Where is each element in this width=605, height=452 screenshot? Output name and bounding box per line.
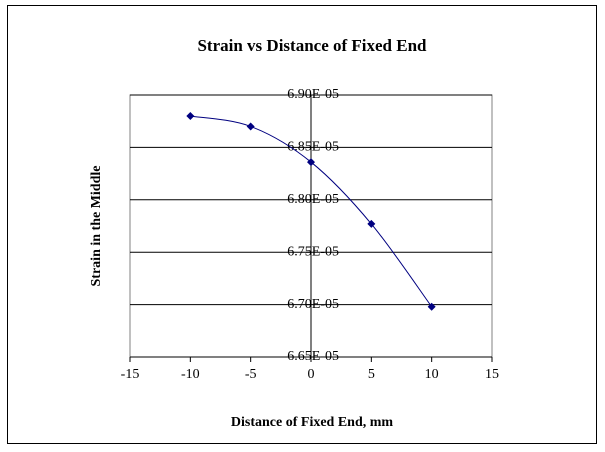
y-tick-label: 6.70E-05 [287,297,339,312]
y-axis-label: Strain in the Middle [89,166,104,287]
series-line [190,115,433,307]
chart-title: Strain vs Distance of Fixed End [197,36,427,55]
x-axis-label: Distance of Fixed End, mm [231,415,394,430]
x-tick-label: -5 [245,367,257,382]
y-tick-label: 6.85E-05 [287,140,339,155]
marker [246,122,255,131]
x-tick-label: -10 [181,367,200,382]
marker [186,111,195,120]
x-tick-label: 15 [485,367,499,382]
marker [367,219,376,228]
y-tick-label: 6.80E-05 [287,192,339,207]
x-tick-label: 0 [308,367,315,382]
marker [307,158,315,167]
marker [427,302,436,311]
y-tick-label: 6.90E-05 [287,87,339,102]
y-tick-label: 6.75E-05 [287,244,339,259]
x-tick-label: -15 [121,367,140,382]
x-tick-label: 5 [368,367,375,382]
x-tick-label: 10 [425,367,439,382]
